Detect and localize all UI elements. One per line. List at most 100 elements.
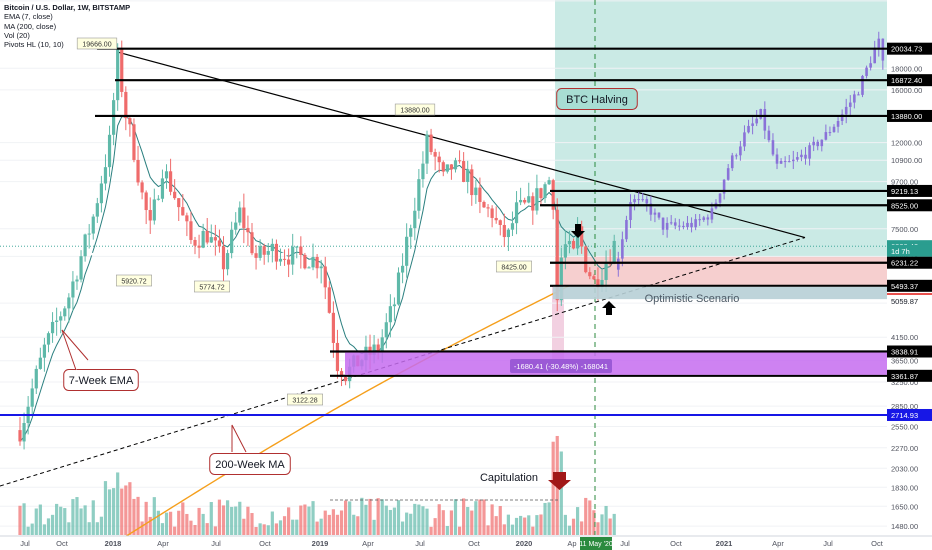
candle-body <box>266 251 270 255</box>
projection-body <box>787 161 791 163</box>
candle-body <box>470 169 474 196</box>
volume-bar <box>34 508 38 535</box>
price-label-text: 3361.87 <box>891 372 918 381</box>
volume-bar <box>319 518 323 535</box>
pivot-label-text: 13880.00 <box>400 108 429 115</box>
optimistic-scenario-label-text: Optimistic Scenario <box>645 293 740 305</box>
date-highlight[interactable]: 11 May '20 <box>579 537 613 550</box>
pivot-label[interactable]: 13880.00 <box>394 103 436 116</box>
optimistic-zone[interactable] <box>553 286 887 300</box>
candle-body <box>303 254 307 269</box>
candle-body <box>287 259 291 265</box>
volume-bar <box>168 511 173 535</box>
pivot-label[interactable]: 19666.00 <box>76 37 118 50</box>
volume-bar <box>384 505 388 535</box>
candle-body <box>75 279 79 282</box>
btc-halving-label[interactable]: BTC Halving <box>556 88 638 110</box>
pivot-label[interactable]: 5774.72 <box>194 280 231 293</box>
future-zone <box>555 0 887 258</box>
price-label[interactable]: 5059.87 <box>887 294 932 307</box>
volume-bar <box>441 510 445 535</box>
volume-bar <box>466 506 470 535</box>
volume-bar <box>209 502 213 535</box>
price-label[interactable]: 9219.13 <box>887 184 932 197</box>
optimistic-scenario-label[interactable]: Optimistic Scenario <box>645 293 740 305</box>
ema-callout-box <box>63 369 139 391</box>
price-label[interactable]: 8525.00 <box>887 199 932 212</box>
price-label[interactable]: 3838.91 <box>887 345 932 358</box>
volume-bar <box>95 522 99 535</box>
y-tick-label: 2550.00 <box>891 422 918 431</box>
ma-callout[interactable]: 200-Week MA <box>209 453 291 475</box>
candle-body <box>156 198 160 200</box>
projection-body <box>730 155 734 169</box>
legend-vol[interactable]: Vol (20) <box>4 30 30 40</box>
candle-body <box>376 344 380 352</box>
volume-bar <box>128 482 132 535</box>
price-label[interactable]: 13880.00 <box>887 109 932 122</box>
candle-body <box>79 256 83 280</box>
y-tick-label: 4150.00 <box>891 333 918 342</box>
volume-bar <box>462 498 466 535</box>
legend-pivots[interactable]: Pivots HL (10, 10) <box>4 40 64 50</box>
price-label[interactable]: 5493.37 <box>887 279 932 292</box>
candle-body <box>547 180 551 185</box>
candle-body <box>502 225 506 238</box>
price-label[interactable]: 3361.87 <box>887 369 932 382</box>
capitulation-label[interactable]: Capitulation <box>480 472 538 484</box>
volume-bar <box>71 499 75 535</box>
projection-body <box>783 160 787 162</box>
price-label[interactable]: 2714.93 <box>887 408 932 421</box>
volume-bar <box>482 499 486 535</box>
candle-body <box>344 377 348 382</box>
projection-body <box>678 225 681 227</box>
volume-bar <box>291 519 295 535</box>
candle-body <box>258 246 262 258</box>
y-tick-label: 2030.00 <box>891 464 918 473</box>
candle-body <box>551 180 555 210</box>
price-label[interactable]: 20034.73 <box>887 42 932 55</box>
symbol-title[interactable]: Bitcoin / U.S. Dollar, 1W, BITSTAMP <box>4 3 131 12</box>
pivot-label-text: 19666.00 <box>82 42 111 49</box>
support-zone[interactable] <box>345 352 887 375</box>
projection-body <box>804 154 807 159</box>
projection-body <box>625 219 628 240</box>
candle-body <box>449 164 454 170</box>
volume-bar <box>185 513 189 535</box>
time-axis <box>0 536 932 550</box>
volume-bar <box>596 522 600 535</box>
x-tick-label: Jul <box>20 539 30 548</box>
volume-bar <box>364 504 368 535</box>
y-tick-label: 2270.00 <box>891 444 918 453</box>
candle-body <box>217 240 222 247</box>
volume-bar <box>246 506 250 535</box>
candle-body <box>571 240 576 249</box>
x-tick-label: Oct <box>670 539 683 548</box>
price-label[interactable]: 6231.22 <box>887 256 932 269</box>
price-label-box <box>887 294 932 307</box>
pivot-label[interactable]: 5920.72 <box>116 274 153 287</box>
candle-body <box>494 217 498 221</box>
measure-label[interactable]: -1680.41 (-30.48%) -168041 <box>510 359 612 373</box>
volume-bar <box>278 520 283 535</box>
candle-body <box>445 164 449 172</box>
volume-bar <box>144 501 148 535</box>
price-label[interactable]: 16872.40 <box>887 74 932 87</box>
projection-body <box>702 217 706 220</box>
volume-bar <box>417 504 421 535</box>
ema-callout[interactable]: 7-Week EMA <box>63 369 139 391</box>
projection-body <box>694 219 697 228</box>
volume-bar <box>588 500 592 535</box>
pivot-label[interactable]: 3122.28 <box>286 393 323 406</box>
y-tick-label: 12000.00 <box>891 139 922 148</box>
candle-body <box>230 229 234 254</box>
price-label-box <box>887 345 932 358</box>
descending-trendline[interactable] <box>117 51 806 239</box>
ma-line[interactable] <box>125 284 570 537</box>
price-label[interactable]: 1d 7h <box>887 244 932 257</box>
pivot-label[interactable]: 8425.00 <box>495 260 532 273</box>
legend-ma[interactable]: MA (200, close) <box>4 21 57 31</box>
legend-ema[interactable]: EMA (7, close) <box>4 12 53 22</box>
volume-bar <box>311 501 315 535</box>
